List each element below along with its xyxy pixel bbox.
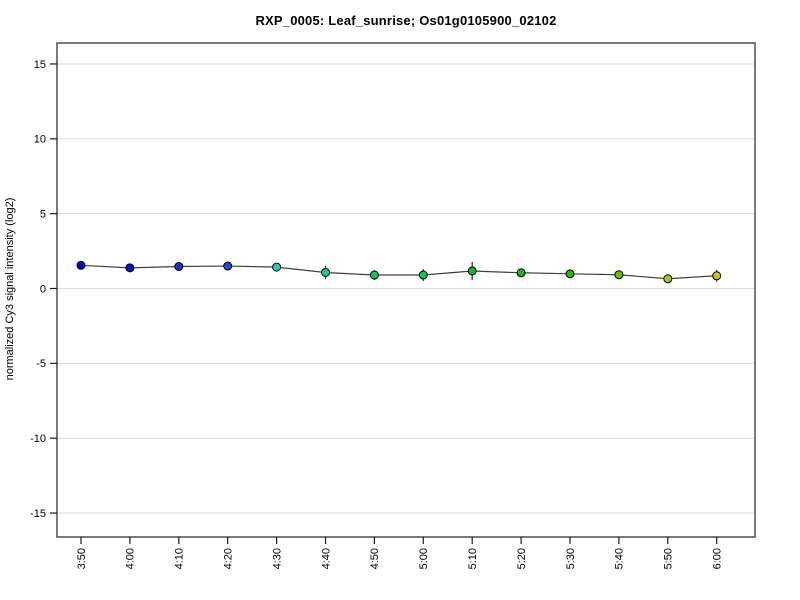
data-point: [663, 274, 673, 284]
x-tick-label: 5:10: [467, 548, 479, 569]
x-tick-label: 4:50: [369, 548, 381, 569]
x-tick-label: 3:50: [76, 548, 88, 569]
x-tick-label: 4:30: [271, 548, 283, 569]
x-tick-label: 4:00: [125, 548, 137, 569]
data-point: [467, 266, 477, 276]
x-tick-label: 4:40: [320, 548, 332, 569]
plot-border: [56, 42, 756, 538]
x-tick-label: 6:00: [712, 548, 724, 569]
data-point: [712, 271, 722, 281]
x-tick-label: 4:10: [174, 548, 186, 569]
data-point: [418, 270, 428, 280]
data-point: [174, 261, 184, 271]
data-point: [614, 270, 624, 280]
data-point: [272, 262, 282, 272]
x-tick-label: 5:50: [663, 548, 675, 569]
data-line: [80, 264, 717, 280]
x-tick-label: 4:20: [223, 548, 235, 569]
y-tick-label: -5: [36, 358, 46, 370]
y-tick-label: -10: [30, 433, 46, 445]
y-tick-label: 10: [34, 134, 46, 146]
data-point: [516, 268, 526, 278]
chart-title: RXP_0005: Leaf_sunrise; Os01g0105900_021…: [255, 13, 557, 28]
y-tick-label: 15: [34, 59, 46, 71]
data-point: [321, 267, 330, 277]
data-point: [565, 269, 575, 279]
data-point: [223, 261, 233, 271]
y-tick-label: -15: [30, 508, 46, 520]
y-tick-label: 0: [40, 283, 46, 295]
data-point: [76, 260, 86, 270]
x-tick-label: 5:00: [418, 548, 430, 569]
x-tick-label: 5:20: [516, 548, 528, 569]
x-tick-label: 5:30: [565, 548, 577, 569]
data-point: [369, 270, 379, 280]
y-tick-label: 5: [40, 208, 46, 220]
data-point: [125, 263, 135, 273]
x-tick-label: 5:40: [614, 548, 626, 569]
